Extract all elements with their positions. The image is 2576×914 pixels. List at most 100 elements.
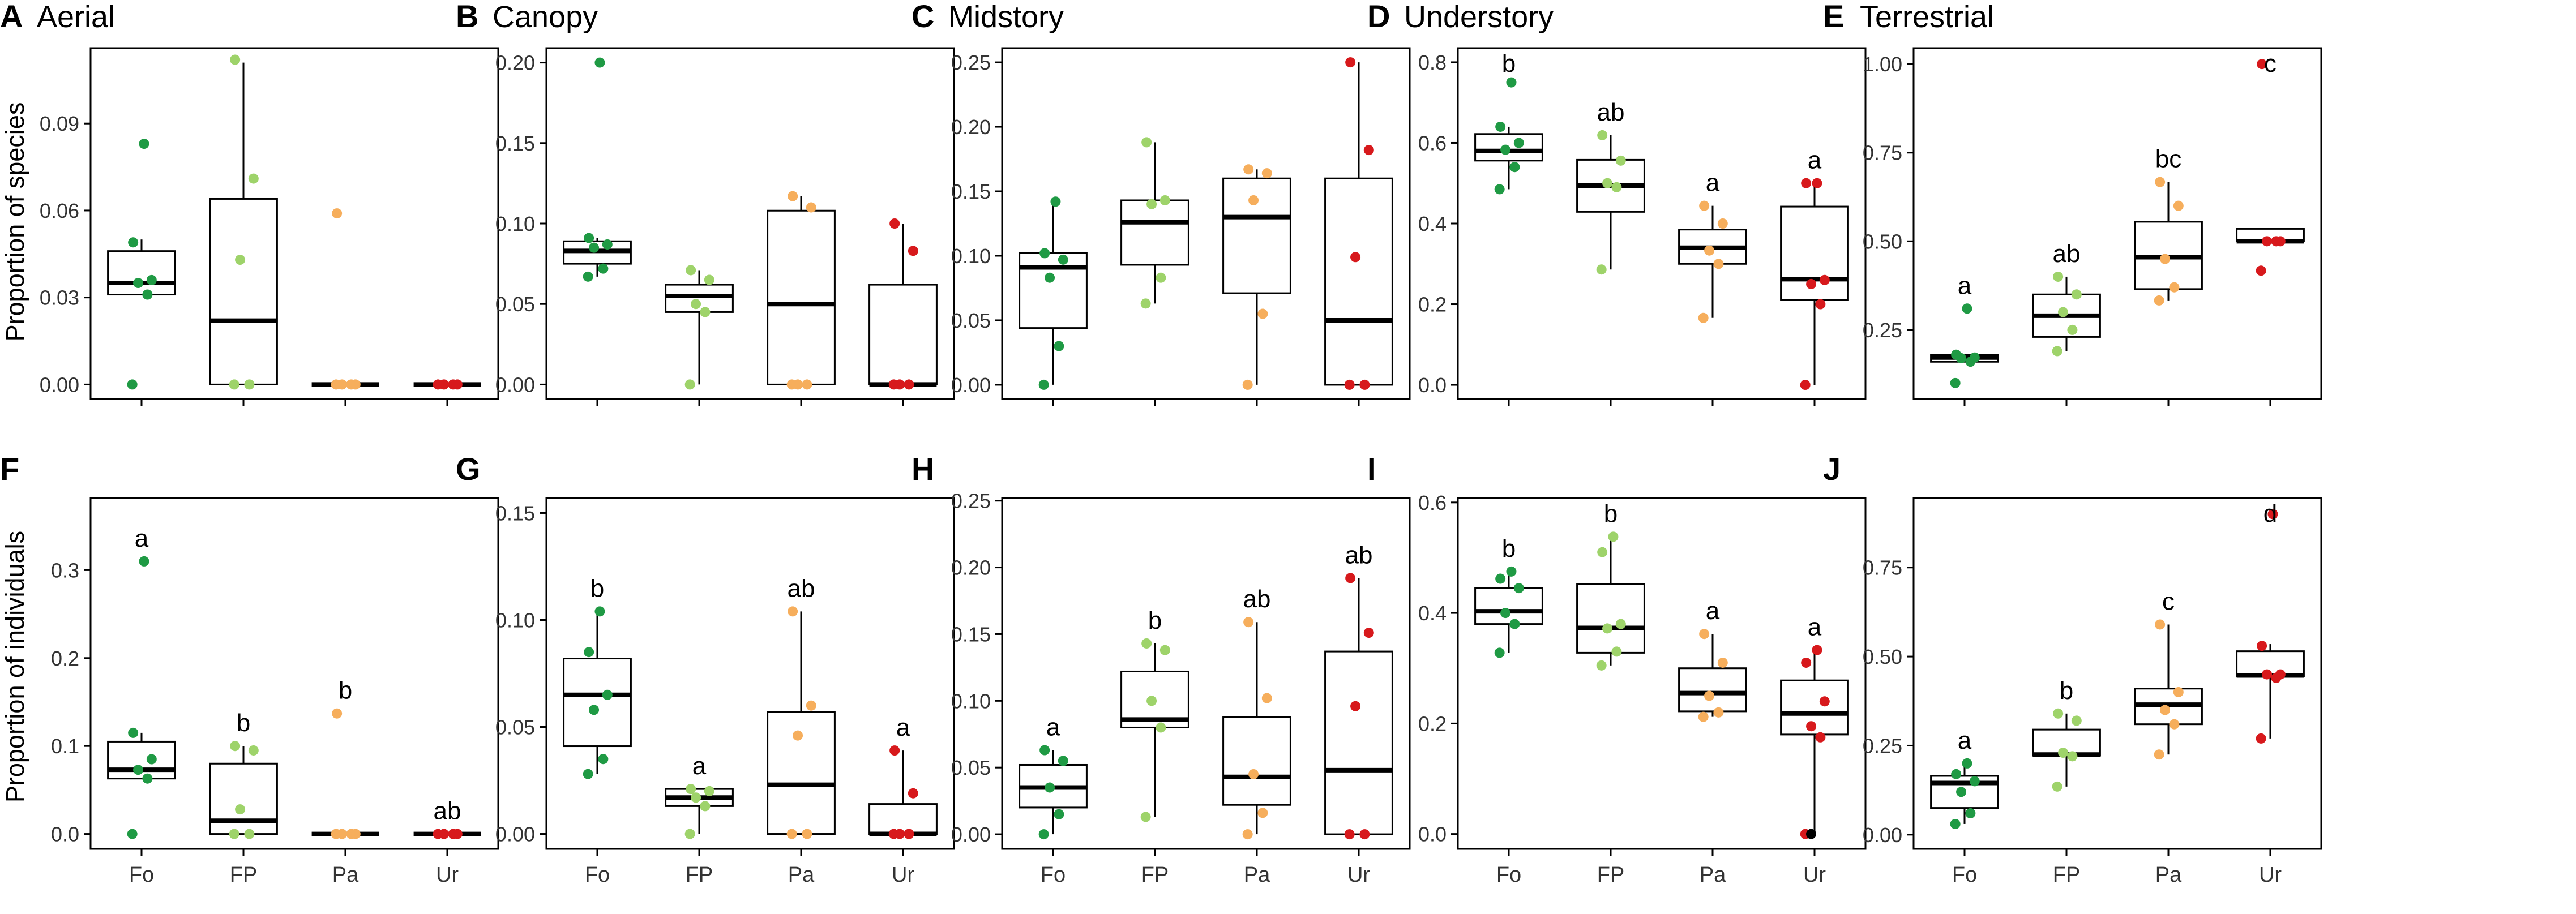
y-tick-label: 0.25 (951, 490, 991, 513)
y-tick-label: 0.6 (1418, 131, 1447, 155)
panel-letter: I (1367, 451, 1376, 487)
panel-letter: A (0, 0, 23, 34)
data-point (602, 239, 613, 250)
box-ur (2236, 644, 2305, 739)
data-point (2071, 715, 2082, 726)
significance-letter: a (1706, 169, 1720, 197)
data-point (1050, 196, 1061, 207)
y-tick-label: 0.2 (1418, 293, 1447, 316)
data-point (248, 745, 259, 756)
data-point (895, 379, 905, 390)
significance-letter: d (2263, 500, 2277, 527)
panel-b: B Canopy 0.00 0.05 0.10 0.15 0.20 (456, 0, 955, 406)
y-tick-label: 0.15 (951, 623, 991, 646)
data-point (1159, 645, 1170, 655)
data-point (230, 54, 241, 65)
panel-title: Terrestrial (1860, 0, 1994, 34)
data-point (589, 705, 600, 715)
data-point (2169, 282, 2180, 293)
y-tick-label: 0.1 (51, 735, 79, 758)
data-point (1611, 646, 1622, 657)
data-point (1495, 573, 1506, 584)
x-tick-label: Fo (1041, 863, 1066, 887)
box-pa (2134, 624, 2203, 755)
data-point (793, 730, 803, 741)
data-point (1698, 312, 1709, 323)
x-tick-label: Pa (2155, 863, 2182, 887)
data-point (2262, 669, 2273, 680)
data-point (802, 379, 812, 390)
data-point (1956, 787, 1967, 797)
panel-letter: J (1823, 451, 1841, 487)
y-axis-title-individuals-text: Proportion of individuals (1, 531, 29, 803)
panel-letter: G (456, 451, 481, 487)
data-point (146, 274, 157, 285)
data-point (1146, 696, 1157, 706)
y-tick-label: 0.50 (1863, 645, 1902, 668)
box-body (1324, 177, 1393, 386)
data-point (704, 786, 714, 796)
data-point (133, 765, 144, 775)
y-tick-label: 0.06 (40, 199, 79, 222)
data-point (1054, 809, 1064, 819)
data-point (1248, 769, 1259, 779)
y-tick-label: 0.05 (951, 756, 991, 779)
data-point (2052, 781, 2062, 792)
data-point (1039, 248, 1050, 259)
panel-title: Aerial (37, 0, 115, 34)
data-point (1261, 168, 1272, 179)
data-point (1801, 657, 1812, 668)
box-fo (107, 732, 176, 780)
data-point (2257, 59, 2267, 70)
data-point (1800, 380, 1811, 391)
panel-title: Understory (1404, 0, 1554, 34)
data-point (244, 829, 255, 839)
box-fp (1120, 643, 1189, 817)
data-point (2155, 619, 2166, 630)
box-body (1678, 667, 1747, 713)
data-point (1045, 782, 1055, 793)
y-tick-label: 0.0 (51, 823, 79, 846)
x-tick-label: Fo (129, 863, 154, 887)
significance-letter: b (1604, 500, 1618, 527)
data-point (1602, 623, 1613, 634)
data-point (1704, 690, 1715, 701)
data-point (1615, 619, 1626, 629)
box-pa (1678, 205, 1747, 318)
data-point (452, 829, 463, 839)
data-point (1494, 647, 1505, 658)
data-point (1243, 617, 1254, 628)
box-body (1576, 583, 1645, 654)
data-point (1812, 178, 1822, 188)
data-point (1819, 696, 1830, 707)
y-tick-label: 0.50 (1863, 230, 1902, 253)
box-body (1222, 177, 1291, 294)
data-point (1141, 137, 1152, 148)
data-point (1495, 121, 1506, 132)
significance-letter: a (1958, 272, 1972, 299)
panel-e: E Terrestrial 0.25 0.50 0.75 1.00 a ab bc c (1823, 0, 2322, 406)
data-point (1058, 254, 1068, 265)
plot-frame (89, 47, 499, 400)
box-ur (1780, 650, 1849, 834)
y-tick-label: 0.8 (1418, 51, 1447, 74)
y-tick-label: 0.03 (40, 286, 79, 310)
data-point (2071, 289, 2082, 300)
data-point (786, 829, 797, 839)
data-point (1969, 352, 1980, 363)
data-point (1806, 721, 1817, 732)
y-tick-label: 0.25 (1863, 319, 1902, 342)
data-point (700, 307, 711, 317)
y-tick-label: 0.10 (495, 212, 535, 235)
data-point (2275, 236, 2286, 247)
data-point (594, 57, 605, 68)
y-tick-label: 0.4 (1418, 602, 1447, 625)
data-point (584, 647, 594, 658)
panel-letter: B (456, 0, 478, 34)
data-point (2173, 200, 2184, 211)
data-point (1257, 308, 1268, 319)
data-point (684, 829, 695, 839)
significance-letter: b (1502, 50, 1516, 78)
y-tick-label: 0.25 (1863, 734, 1902, 757)
x-tick-label: Ur (892, 863, 914, 887)
